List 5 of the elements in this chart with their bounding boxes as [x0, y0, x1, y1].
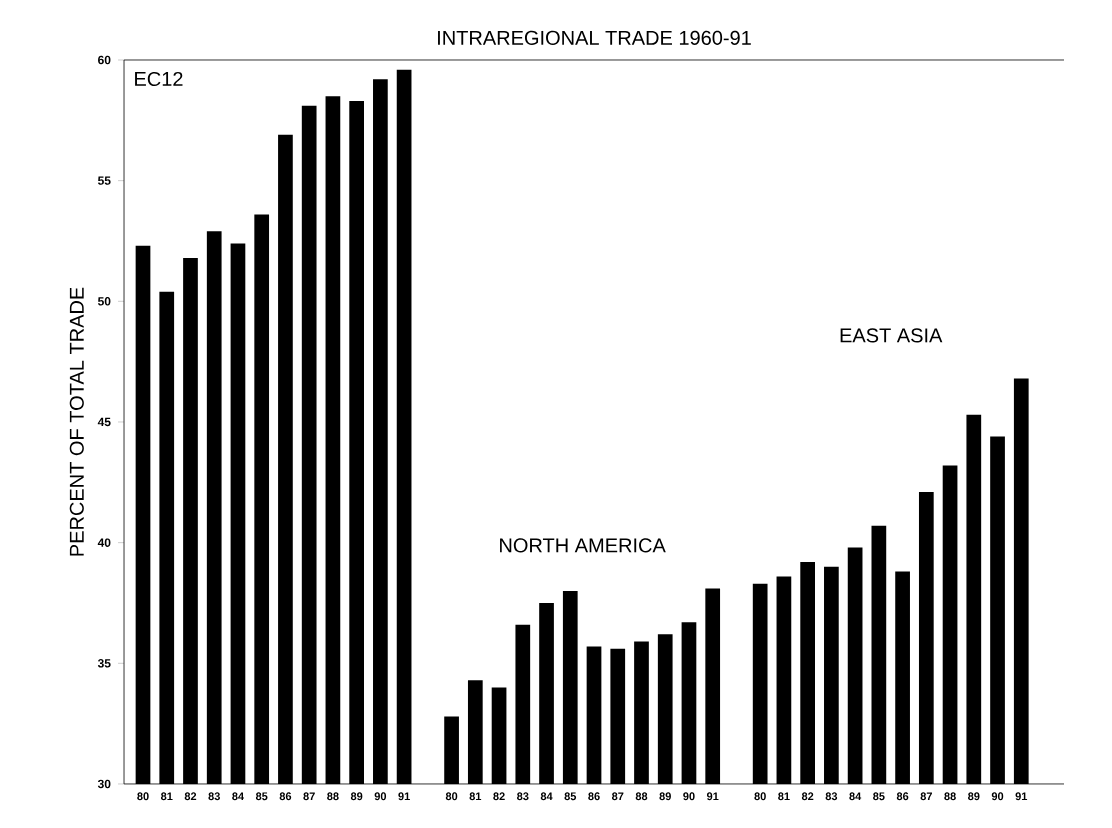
- chart-title: INTRAREGIONAL TRADE 1960-91: [438, 30, 751, 45]
- annotation: NORTH AMERICA: [500, 538, 666, 553]
- annotation: EC12: [135, 71, 183, 87]
- y-axis-title: PERCENT OF TOTAL TRADE: [69, 287, 84, 556]
- annotation: EAST ASIA: [840, 328, 943, 343]
